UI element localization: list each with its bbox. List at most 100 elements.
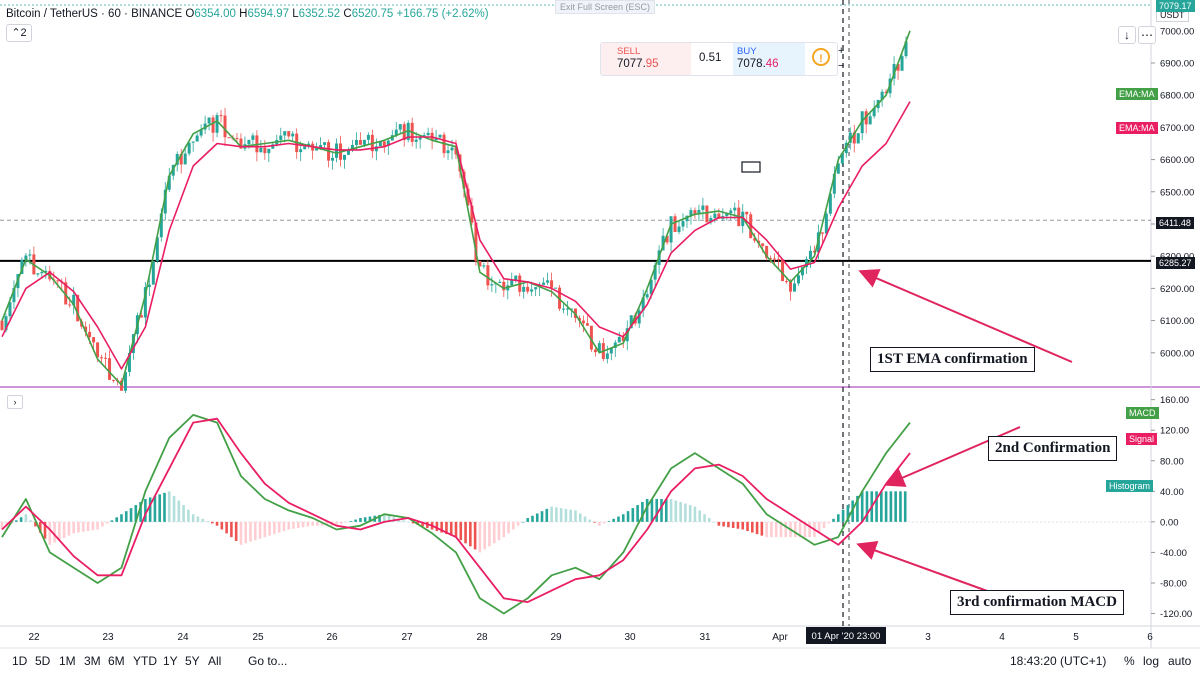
histogram-bar (67, 521, 71, 536)
histogram-bar (841, 509, 845, 522)
candle-body (880, 91, 884, 100)
candle-body (303, 146, 307, 150)
price-tick-label: 6900.00 (1160, 58, 1194, 69)
macd-tag: MACD (1126, 407, 1159, 419)
candle-body (319, 144, 323, 148)
candle-body (785, 281, 789, 283)
histogram-bar (655, 498, 659, 522)
histogram-bar (784, 521, 788, 538)
macd-histogram (0, 491, 907, 553)
histogram-bar (555, 507, 558, 522)
more-icon[interactable]: ⋯ (1138, 26, 1156, 44)
candle-body (207, 117, 211, 124)
candle-body (398, 124, 402, 130)
histogram-bar (335, 521, 338, 526)
histogram-bar (344, 521, 348, 523)
candle-body (896, 64, 900, 71)
histogram-bar (717, 521, 721, 526)
candle-body (884, 91, 888, 94)
open-label: O (185, 8, 195, 20)
zoom-out-button[interactable]: − (838, 60, 845, 72)
macd-tick-label: 80.00 (1160, 456, 1184, 467)
time-tick-label: Apr (772, 632, 788, 643)
histogram-bar (38, 521, 42, 533)
histogram-bar (120, 514, 123, 522)
candle-body (566, 308, 570, 310)
histogram-bar (268, 521, 271, 536)
histogram-bar (760, 521, 764, 536)
percent-toggle[interactable]: % (1124, 654, 1135, 668)
chevron-right-icon[interactable]: › (7, 395, 23, 409)
buy-button[interactable]: BUY 7078.46 (733, 43, 805, 75)
histogram-bar (860, 491, 864, 522)
download-icon[interactable]: ↓ (1118, 26, 1136, 44)
zoom-in-button[interactable]: + (838, 45, 845, 57)
histogram-bar (144, 498, 147, 522)
range-1d[interactable]: 1D (12, 654, 28, 668)
range-ytd[interactable]: YTD (133, 654, 157, 668)
range-1y[interactable]: 1Y (163, 654, 178, 668)
candle-body (139, 315, 143, 318)
histogram-bar (43, 521, 47, 539)
candle-body (808, 250, 812, 259)
candle-body (665, 235, 669, 243)
histogram-bar (526, 518, 529, 522)
log-toggle[interactable]: log (1143, 654, 1160, 668)
go-to-date-button[interactable]: Go to... (248, 654, 288, 668)
range-3m[interactable]: 3M (84, 654, 101, 668)
histogram-bar (340, 521, 343, 525)
histogram-bar (359, 518, 362, 522)
candle-body (64, 282, 68, 305)
candle-body (836, 163, 840, 174)
range-1m[interactable]: 1M (59, 654, 76, 668)
candle-body (689, 210, 693, 216)
histogram-bar (894, 491, 897, 522)
range-6m[interactable]: 6M (108, 654, 125, 668)
clock[interactable]: 18:43:20 (UTC+1) (1010, 654, 1107, 668)
candle-body (394, 129, 398, 136)
histogram-bar (755, 521, 759, 535)
histogram-bar (24, 514, 28, 522)
candle-body (717, 213, 721, 219)
sell-button[interactable]: SELL 7077.95 (601, 43, 691, 75)
candle-body (777, 258, 781, 260)
histogram-bar (707, 518, 711, 522)
histogram-bar (512, 521, 515, 530)
histogram-bar (765, 521, 768, 538)
close-value: 6520.75 (351, 8, 394, 20)
hline-tag-lower: 6285.27 (1156, 257, 1195, 269)
histogram-bar (378, 514, 381, 522)
collapse-indicators-button[interactable]: ⌃2 (6, 24, 32, 42)
candle-body (581, 320, 585, 324)
histogram-bar (191, 514, 195, 522)
candle-body (76, 294, 80, 322)
candle-body (669, 216, 673, 243)
candle-body (892, 64, 896, 79)
time-tick-label: 27 (401, 632, 413, 643)
histogram-bar (316, 521, 319, 526)
candle-body (28, 254, 32, 256)
histogram-bar (363, 517, 367, 522)
range-5d[interactable]: 5D (35, 654, 51, 668)
histogram-bar (215, 521, 219, 526)
candle-body (693, 210, 697, 215)
candle-body (522, 286, 526, 292)
symbol-legend: Bitcoin / TetherUS · 60 · BINANCE O6354.… (6, 8, 489, 20)
auto-toggle[interactable]: auto (1168, 654, 1192, 668)
exit-fullscreen-button[interactable]: Exit Full Screen (ESC) (555, 0, 656, 14)
histogram-bar (822, 521, 826, 528)
histogram-bar (631, 508, 635, 522)
range-5y[interactable]: 5Y (185, 654, 200, 668)
range-all[interactable]: All (208, 654, 222, 668)
candle-body (765, 245, 769, 259)
histogram-bar (817, 521, 821, 533)
candle-body (621, 337, 625, 342)
histogram-bar (903, 491, 907, 522)
hline-tag-upper: 6411.48 (1156, 217, 1194, 229)
info-icon[interactable]: ! (812, 48, 830, 66)
price-tick-label: 7000.00 (1160, 26, 1194, 37)
histogram-bar (674, 500, 678, 522)
candle-body (267, 148, 271, 154)
histogram-bar (287, 521, 291, 530)
